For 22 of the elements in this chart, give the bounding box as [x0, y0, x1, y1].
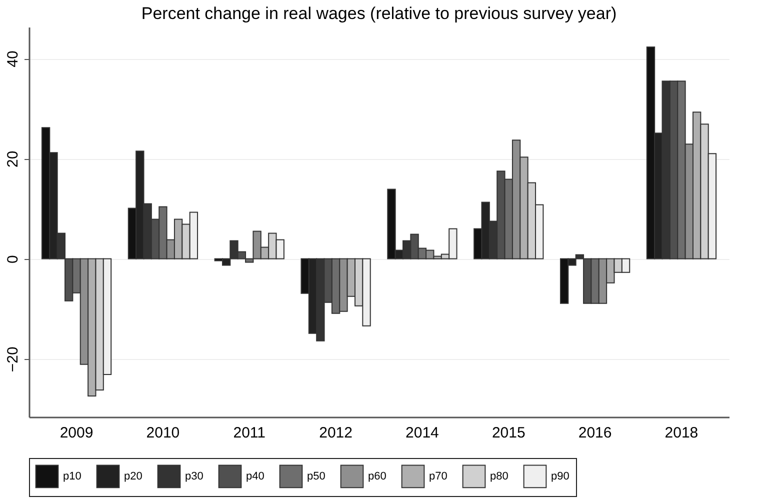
legend-label: p10 — [63, 470, 82, 482]
chart-title: Percent change in real wages (relative to previous survey year) — [141, 4, 617, 23]
x-tick-label: 2014 — [406, 424, 439, 442]
legend-label: p30 — [185, 470, 204, 482]
x-tick-label: 2015 — [492, 424, 526, 442]
x-tick-label: 2009 — [60, 424, 94, 442]
x-tick-label: 2016 — [578, 424, 612, 442]
x-tick-label: 2010 — [146, 424, 180, 442]
legend-label: p90 — [551, 470, 570, 482]
legend-label: p60 — [368, 470, 386, 482]
y-tick-label: 40 — [4, 50, 22, 68]
legend-label: p50 — [307, 470, 326, 482]
legend-label: p80 — [490, 470, 508, 482]
y-tick-label: −20 — [4, 346, 22, 372]
x-tick-label: 2012 — [319, 424, 352, 442]
legend-label: p20 — [124, 470, 142, 482]
x-tick-label: 2018 — [664, 424, 698, 442]
legend-label: p70 — [429, 470, 448, 482]
y-tick-label: 20 — [4, 150, 22, 168]
y-tick-label: 0 — [4, 255, 22, 264]
x-tick-label: 2011 — [233, 424, 266, 442]
legend-label: p40 — [246, 470, 264, 482]
